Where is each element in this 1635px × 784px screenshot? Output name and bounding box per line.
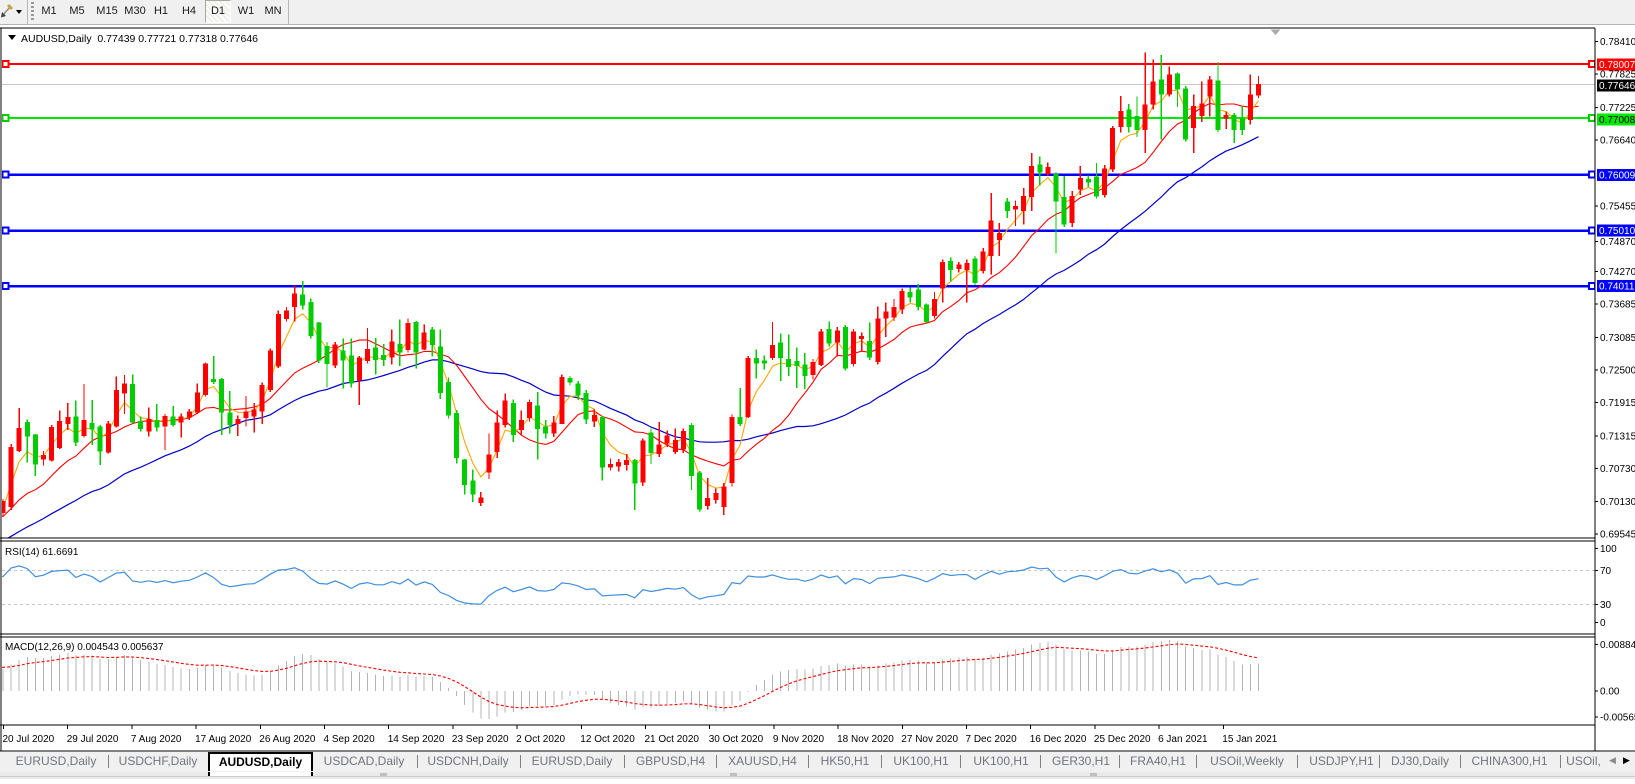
- svg-text:0.73685: 0.73685: [1600, 300, 1635, 311]
- svg-text:0.74870: 0.74870: [1600, 237, 1635, 248]
- svg-text:7 Aug 2020: 7 Aug 2020: [131, 734, 182, 745]
- svg-text:0.77008: 0.77008: [1599, 115, 1635, 126]
- svg-text:30: 30: [1600, 600, 1612, 611]
- svg-text:0.77825: 0.77825: [1600, 70, 1635, 81]
- svg-text:7 Dec 2020: 7 Dec 2020: [966, 734, 1018, 745]
- svg-text:29 Jul 2020: 29 Jul 2020: [67, 734, 119, 745]
- svg-text:9 Nov 2020: 9 Nov 2020: [773, 734, 825, 745]
- svg-text:0.70130: 0.70130: [1600, 497, 1635, 508]
- svg-text:12 Oct 2020: 12 Oct 2020: [580, 734, 635, 745]
- svg-text:0.72500: 0.72500: [1600, 365, 1635, 376]
- svg-text:18 Nov 2020: 18 Nov 2020: [837, 734, 894, 745]
- svg-text:0.74011: 0.74011: [1599, 282, 1635, 293]
- svg-text:0: 0: [1600, 618, 1606, 629]
- svg-text:0.77225: 0.77225: [1600, 103, 1635, 114]
- svg-text:23 Sep 2020: 23 Sep 2020: [452, 734, 509, 745]
- svg-text:0.00884: 0.00884: [1600, 640, 1635, 651]
- svg-text:16 Dec 2020: 16 Dec 2020: [1030, 734, 1087, 745]
- svg-text:26 Aug 2020: 26 Aug 2020: [259, 734, 316, 745]
- svg-text:0.71315: 0.71315: [1600, 431, 1635, 442]
- svg-text:70: 70: [1600, 566, 1612, 577]
- svg-text:0.74270: 0.74270: [1600, 267, 1635, 278]
- svg-text:27 Nov 2020: 27 Nov 2020: [901, 734, 958, 745]
- svg-text:0.71915: 0.71915: [1600, 398, 1635, 409]
- svg-text:2 Oct 2020: 2 Oct 2020: [516, 734, 565, 745]
- svg-text:14 Sep 2020: 14 Sep 2020: [388, 734, 445, 745]
- svg-text:20 Jul 2020: 20 Jul 2020: [3, 734, 55, 745]
- svg-text:-0.00565: -0.00565: [1600, 712, 1635, 723]
- svg-text:MACD(12,26,9) 0.004543 0.00563: MACD(12,26,9) 0.004543 0.005637: [5, 642, 164, 653]
- svg-text:15 Jan 2021: 15 Jan 2021: [1222, 734, 1277, 745]
- svg-text:6 Jan 2021: 6 Jan 2021: [1158, 734, 1208, 745]
- svg-text:AUDUSD,Daily 0.77439 0.77721: AUDUSD,Daily 0.77439 0.77721 0.77318 0.7…: [21, 33, 258, 45]
- svg-text:0.76009: 0.76009: [1599, 171, 1635, 182]
- svg-text:25 Dec 2020: 25 Dec 2020: [1094, 734, 1151, 745]
- svg-text:0.78410: 0.78410: [1600, 37, 1635, 48]
- svg-text:4 Sep 2020: 4 Sep 2020: [324, 734, 376, 745]
- svg-text:RSI(14) 61.6691: RSI(14) 61.6691: [5, 547, 79, 558]
- svg-text:0.70730: 0.70730: [1600, 464, 1635, 475]
- svg-text:0.75455: 0.75455: [1600, 201, 1635, 212]
- svg-text:0.69545: 0.69545: [1600, 530, 1635, 541]
- svg-text:100: 100: [1600, 544, 1617, 555]
- svg-text:0.73085: 0.73085: [1600, 333, 1635, 344]
- svg-text:0.77646: 0.77646: [1599, 81, 1635, 92]
- svg-text:21 Oct 2020: 21 Oct 2020: [645, 734, 700, 745]
- svg-text:17 Aug 2020: 17 Aug 2020: [195, 734, 252, 745]
- svg-text:0.78007: 0.78007: [1599, 60, 1635, 71]
- svg-text:0.76640: 0.76640: [1600, 135, 1635, 146]
- svg-text:30 Oct 2020: 30 Oct 2020: [709, 734, 764, 745]
- svg-text:0.75010: 0.75010: [1599, 226, 1635, 237]
- svg-text:0.00: 0.00: [1600, 686, 1620, 697]
